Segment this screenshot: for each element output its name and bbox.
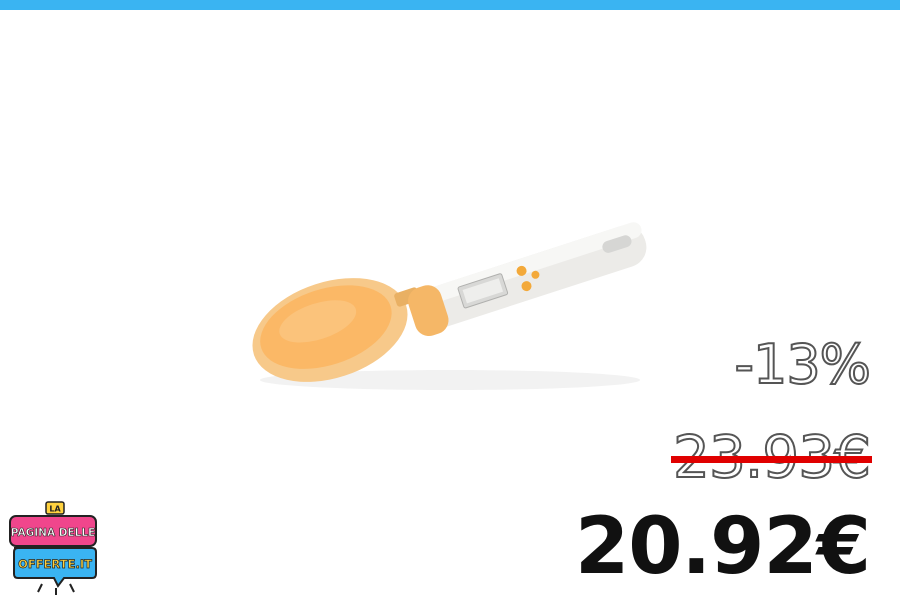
logo-text-pagina: PAGINA DELLE: [11, 527, 95, 539]
original-price: 23.93€: [671, 427, 872, 487]
logo-text-offerte: OFFERTE.IT: [18, 557, 92, 571]
current-price: 20.92€: [575, 502, 871, 592]
discount-percentage: -13%: [733, 333, 872, 396]
strikethrough-line: [671, 456, 872, 463]
site-logo: LA PAGINA DELLE OFFERTE.IT: [8, 500, 100, 596]
product-image-spoon-scale: [235, 190, 665, 400]
logo-text-la: LA: [49, 505, 61, 514]
top-accent-bar: [0, 0, 900, 10]
